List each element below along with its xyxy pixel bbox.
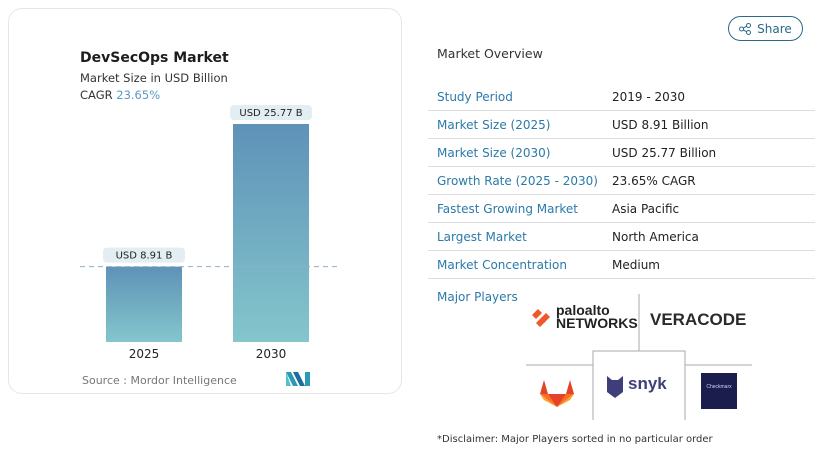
overview-key: Study Period [428,83,612,111]
paloalto-logo-icon [532,309,550,327]
mordor-logo-icon [286,372,310,386]
snyk-logo-text: snyk [628,374,667,393]
overview-row: Study Period 2019 - 2030 [428,83,815,111]
cagr: CAGR 23.65% [80,88,160,102]
checkmarx-logo-text: Checkmarx [706,384,732,390]
overview-key: Market Size (2025) [428,110,612,139]
paloalto-logo-text: paloalto NETWORKS [556,302,638,331]
bar-chart: USD 8.91 B 2025 USD 25.77 B 2030 [80,105,338,361]
overview-key: Market Size (2030) [428,138,612,167]
bar-2025 [106,266,182,342]
source-text: Source : Mordor Intelligence [82,374,237,387]
overview-value: 2019 - 2030 [612,83,815,111]
veracode-logo-text: VERACODE [650,310,747,329]
overview-row: Market Concentration Medium [428,250,815,279]
overview-value: USD 8.91 Billion [612,110,815,139]
x-tick-label: 2030 [256,347,287,361]
overview-value: Asia Pacific [612,194,815,223]
overview-value: North America [612,222,815,251]
chart-title: DevSecOps Market [80,50,229,66]
chart-subtitle: Market Size in USD Billion [80,71,228,85]
overview-key: Largest Market [428,222,612,251]
x-tick-label: 2025 [129,347,160,361]
checkmarx-logo-icon [701,373,737,409]
share-button[interactable]: Share [728,16,803,41]
data-label: USD 25.77 B [239,108,302,119]
major-players-label: Major Players [437,290,518,304]
overview-row: Market Size (2025) USD 8.91 Billion [428,110,815,139]
data-label-bg [230,105,312,120]
data-label-bg [103,247,185,263]
overview-row: Largest Market North America [428,222,815,251]
overview-title: Market Overview [437,46,543,61]
overview-key: Growth Rate (2025 - 2030) [428,166,612,195]
major-players-logos [526,294,752,420]
overview-key: Fastest Growing Market [428,194,612,223]
overview-row: Market Size (2030) USD 25.77 Billion [428,138,815,167]
overview-table: Study Period 2019 - 2030 Market Size (2025… [428,83,815,279]
bar-2030 [233,124,309,342]
data-label: USD 8.91 B [116,251,173,262]
overview-value: Medium [612,250,815,279]
disclaimer: *Disclaimer: Major Players sorted in no … [437,434,713,445]
snyk-logo-icon [607,376,623,398]
overview-value: USD 25.77 Billion [612,138,815,167]
overview-value: 23.65% CAGR [612,166,815,195]
gitlab-logo-icon [540,380,574,407]
overview-key: Market Concentration [428,250,612,279]
share-label: Share [757,21,792,36]
chart-card [8,8,402,394]
cagr-value: 23.65% [116,88,161,102]
overview-row: Growth Rate (2025 - 2030) 23.65% CAGR [428,166,815,195]
share-icon [739,22,752,35]
cagr-label: CAGR [80,88,113,102]
overview-row: Fastest Growing Market Asia Pacific [428,194,815,223]
